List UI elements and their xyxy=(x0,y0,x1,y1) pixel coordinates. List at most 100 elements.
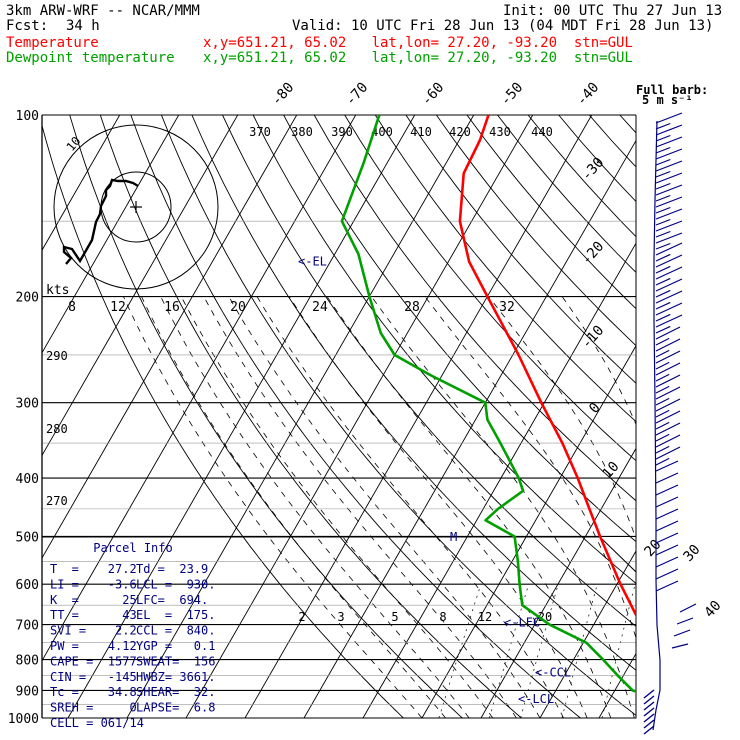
mixing-ratio-label: 20 xyxy=(538,610,552,624)
forecast-hours: 34 h xyxy=(66,18,100,34)
wind-barb xyxy=(655,398,681,412)
wind-barb xyxy=(655,484,679,496)
moist-adiabat-line xyxy=(488,296,636,540)
parcel-info-value: YGP = 0.1 xyxy=(136,639,215,653)
wind-barb xyxy=(643,725,655,735)
moist-adiabat-line xyxy=(180,296,494,718)
mixing-ratio-line xyxy=(561,584,598,718)
parcel-info-title: Parcel Info xyxy=(93,541,172,555)
wind-barb xyxy=(655,206,671,214)
wind-barb xyxy=(655,508,679,520)
moist-adiabats xyxy=(123,296,740,719)
wind-barb xyxy=(673,629,691,637)
parcel-info-value: CELL = 061/14 xyxy=(50,716,144,730)
isotherms xyxy=(42,115,740,718)
parcel-info-value: LCL = 930. xyxy=(136,577,215,591)
wind-barb xyxy=(655,146,671,154)
wind-barb xyxy=(655,386,681,400)
level-markers: <-EL <-LFC <-CCL <-LCL M xyxy=(298,255,571,706)
valid-time: Valid: 10 UTC Fri 28 Jun 13 (04 MDT Fri … xyxy=(292,18,714,34)
parcel-info-value: LI = -3.6 xyxy=(50,577,137,591)
theta-side-label: 290 xyxy=(46,349,68,363)
wind-barb xyxy=(643,707,655,717)
wind-barb xyxy=(655,242,671,250)
wind-barb xyxy=(655,410,681,424)
wind-barb xyxy=(655,457,670,466)
wind-barb xyxy=(655,446,681,460)
isotherm-line xyxy=(42,115,357,662)
isotherm-line xyxy=(717,115,740,718)
theta-label: 380 xyxy=(291,125,313,139)
dry-adiabat-line xyxy=(344,115,636,462)
wind-barb xyxy=(655,160,683,172)
wind-barb xyxy=(655,472,679,484)
parcel-info-box: Parcel Info T = 27.2 Td = 23.9LI = -3.6 LCL… xyxy=(42,536,637,730)
theta-label: 390 xyxy=(331,125,353,139)
full-barb-label: Full barb: xyxy=(636,83,708,97)
pressure-tick-label: 500 xyxy=(16,530,39,545)
isotherm-line xyxy=(42,115,298,559)
isotherm-line xyxy=(42,115,180,354)
forecast-label: Fcst: xyxy=(6,18,49,34)
moist-adiabat-line xyxy=(561,296,636,426)
pressure-tick-label: 900 xyxy=(16,684,39,699)
wind-barb xyxy=(655,266,683,280)
wind-barb xyxy=(655,434,681,448)
mixing-ratio-label: 5 xyxy=(391,610,398,624)
wind-barb xyxy=(655,232,683,244)
isotherm-label: -80 xyxy=(269,80,298,110)
hodograph-speed-label: 32 xyxy=(499,300,515,315)
wind-barb xyxy=(643,701,655,711)
mixing-ratio-line xyxy=(638,584,669,718)
wind-barb xyxy=(655,422,681,436)
isotherm-line xyxy=(42,115,239,457)
wind-barb xyxy=(655,544,679,556)
pressure-tick-label: 100 xyxy=(16,109,39,124)
wind-barb xyxy=(655,148,683,160)
parcel-info-value: LAPSE= 6.8 xyxy=(136,701,215,715)
model-title: 3km ARW-WRF -- NCAR/MMM xyxy=(6,3,200,19)
wind-barb xyxy=(655,460,679,472)
hodograph-speed-label: 12 xyxy=(110,300,126,315)
wind-barb xyxy=(655,350,681,364)
legend-dewpoint-name: Dewpoint temperature xyxy=(6,50,175,66)
legend-temperature-info: x,y=651.21, 65.02 lat,lon= 27.20, -93.20… xyxy=(203,35,633,51)
theta-label: 410 xyxy=(410,125,432,139)
wind-barb xyxy=(655,182,671,190)
wind-barb xyxy=(655,314,683,328)
isotherm-label: 40 xyxy=(701,598,724,621)
wind-barb xyxy=(655,326,681,340)
isotherm-line xyxy=(303,139,636,718)
wind-barb xyxy=(655,409,670,418)
moist-adiabat-line xyxy=(141,296,446,718)
wind-barb xyxy=(655,362,681,376)
moist-adiabat-line xyxy=(203,296,517,718)
wind-barb xyxy=(655,397,670,406)
wind-barb xyxy=(655,265,671,274)
wind-barb xyxy=(655,556,679,568)
dry-adiabat-line xyxy=(405,115,636,384)
isotherm-label: 30 xyxy=(680,542,703,565)
moist-adiabat-line xyxy=(160,296,470,718)
isotherm-line xyxy=(421,344,636,718)
parcel-info-value: LFC= 694. xyxy=(136,593,208,607)
wind-barb xyxy=(655,338,681,352)
parcel-info-value: TT = 43 xyxy=(50,608,137,622)
moist-adiabat-line xyxy=(703,297,740,719)
wind-barb xyxy=(655,532,679,544)
isotherm-line xyxy=(67,115,416,718)
full-barb-unit: 5 m s⁻¹ xyxy=(642,93,693,107)
dry-adiabat-line xyxy=(650,115,740,718)
wind-barb xyxy=(643,695,655,705)
wind-barb xyxy=(643,713,655,723)
isotherm-label: -70 xyxy=(343,80,372,110)
dry-adiabat-line xyxy=(160,115,636,716)
dry-adiabat-line xyxy=(619,115,636,134)
parcel-marker-glyph: M xyxy=(450,530,457,544)
pressure-tick-label: 1000 xyxy=(8,712,39,727)
isotherm-label: -60 xyxy=(419,80,448,110)
pressure-tick-label: 300 xyxy=(16,397,39,412)
wind-barb xyxy=(655,373,670,382)
hodograph-trace xyxy=(62,178,139,265)
wind-barb xyxy=(643,689,655,699)
